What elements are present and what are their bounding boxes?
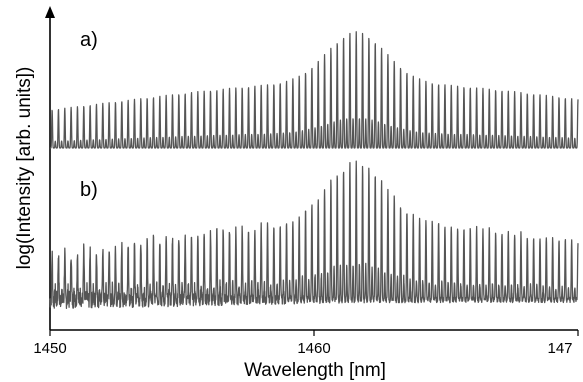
spectrum-trace-a	[49, 31, 579, 149]
x-axis-title: Wavelength [nm]	[244, 360, 386, 381]
panel-label-a: a)	[80, 29, 98, 51]
x-tick-label-1: 1460	[297, 340, 330, 357]
y-axis-arrowhead	[45, 6, 55, 18]
x-tick-label-2: 147	[547, 340, 572, 357]
y-axis-title: log(Intensity [arb. units])	[14, 67, 35, 270]
spectrum-trace-b	[49, 160, 579, 310]
x-ticks: 1450 1460 147	[33, 330, 579, 357]
spectrum-traces	[49, 31, 579, 310]
panel-label-b: b)	[80, 179, 98, 201]
x-tick-label-0: 1450	[33, 340, 66, 357]
